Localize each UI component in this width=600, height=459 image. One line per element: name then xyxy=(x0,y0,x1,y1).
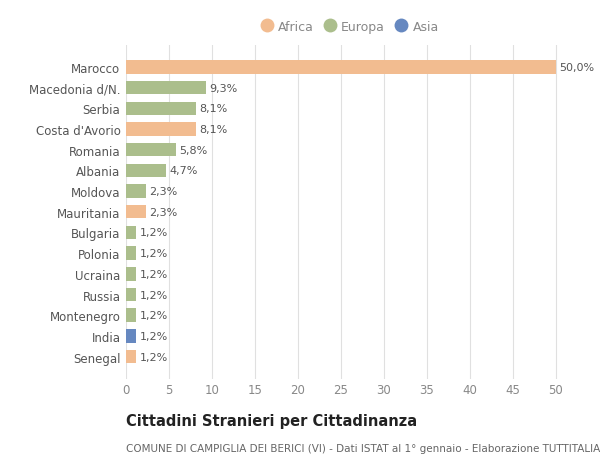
Bar xyxy=(126,206,146,219)
Text: 1,2%: 1,2% xyxy=(140,249,168,258)
Text: Cittadini Stranieri per Cittadinanza: Cittadini Stranieri per Cittadinanza xyxy=(126,413,417,428)
Bar xyxy=(126,268,136,281)
Text: 9,3%: 9,3% xyxy=(209,84,238,93)
Bar xyxy=(126,82,206,95)
Bar xyxy=(126,144,176,157)
Bar xyxy=(126,350,136,364)
Text: COMUNE DI CAMPIGLIA DEI BERICI (VI) - Dati ISTAT al 1° gennaio - Elaborazione TU: COMUNE DI CAMPIGLIA DEI BERICI (VI) - Da… xyxy=(126,443,600,453)
Legend: Africa, Europa, Asia: Africa, Europa, Asia xyxy=(255,16,444,39)
Text: 1,2%: 1,2% xyxy=(140,331,168,341)
Bar xyxy=(126,288,136,302)
Bar xyxy=(126,164,166,178)
Bar xyxy=(126,226,136,240)
Text: 5,8%: 5,8% xyxy=(179,146,208,155)
Text: 8,1%: 8,1% xyxy=(199,125,227,134)
Bar xyxy=(126,102,196,116)
Text: 4,7%: 4,7% xyxy=(170,166,198,176)
Bar xyxy=(126,123,196,136)
Text: 1,2%: 1,2% xyxy=(140,290,168,300)
Text: 8,1%: 8,1% xyxy=(199,104,227,114)
Bar xyxy=(126,185,146,198)
Text: 2,3%: 2,3% xyxy=(149,187,178,196)
Text: 50,0%: 50,0% xyxy=(559,63,595,73)
Bar xyxy=(126,61,556,74)
Bar xyxy=(126,330,136,343)
Bar xyxy=(126,309,136,322)
Text: 2,3%: 2,3% xyxy=(149,207,178,217)
Text: 1,2%: 1,2% xyxy=(140,352,168,362)
Bar xyxy=(126,247,136,260)
Text: 1,2%: 1,2% xyxy=(140,311,168,320)
Text: 1,2%: 1,2% xyxy=(140,228,168,238)
Text: 1,2%: 1,2% xyxy=(140,269,168,279)
